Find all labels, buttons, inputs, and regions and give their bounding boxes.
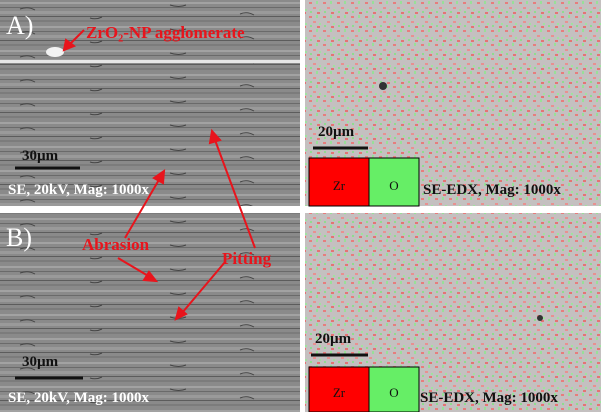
defect	[379, 82, 387, 90]
caption: SE, 20kV, Mag: 1000x	[8, 390, 149, 406]
scale-bar-label: 30µm	[22, 148, 59, 164]
panel-label: B)	[6, 223, 32, 252]
agglomerate	[46, 47, 64, 57]
annotation: Pitting	[222, 249, 272, 268]
caption: SE, 20kV, Mag: 1000x	[8, 182, 149, 198]
scratch	[0, 60, 300, 63]
defect	[537, 315, 543, 321]
panel-label: A)	[6, 11, 33, 40]
legend-label: Zr	[333, 178, 346, 193]
caption: SE-EDX, Mag: 1000x	[423, 182, 561, 198]
annotation: ZrO₂-NP agglomerate	[86, 23, 245, 42]
scale-bar-label: 20µm	[315, 331, 352, 347]
sem-image	[0, 213, 300, 412]
caption: SE-EDX, Mag: 1000x	[420, 390, 558, 406]
legend-label: O	[389, 385, 398, 400]
figure: A) ZrO₂-NP agglomerate 30µm SE, 20kV, Ma…	[0, 0, 601, 412]
legend-label: Zr	[333, 385, 346, 400]
legend-label: O	[389, 178, 398, 193]
scale-bar-label: 30µm	[22, 354, 59, 370]
scale-bar-label: 20µm	[318, 124, 355, 140]
annotation: Abrasion	[82, 235, 150, 254]
